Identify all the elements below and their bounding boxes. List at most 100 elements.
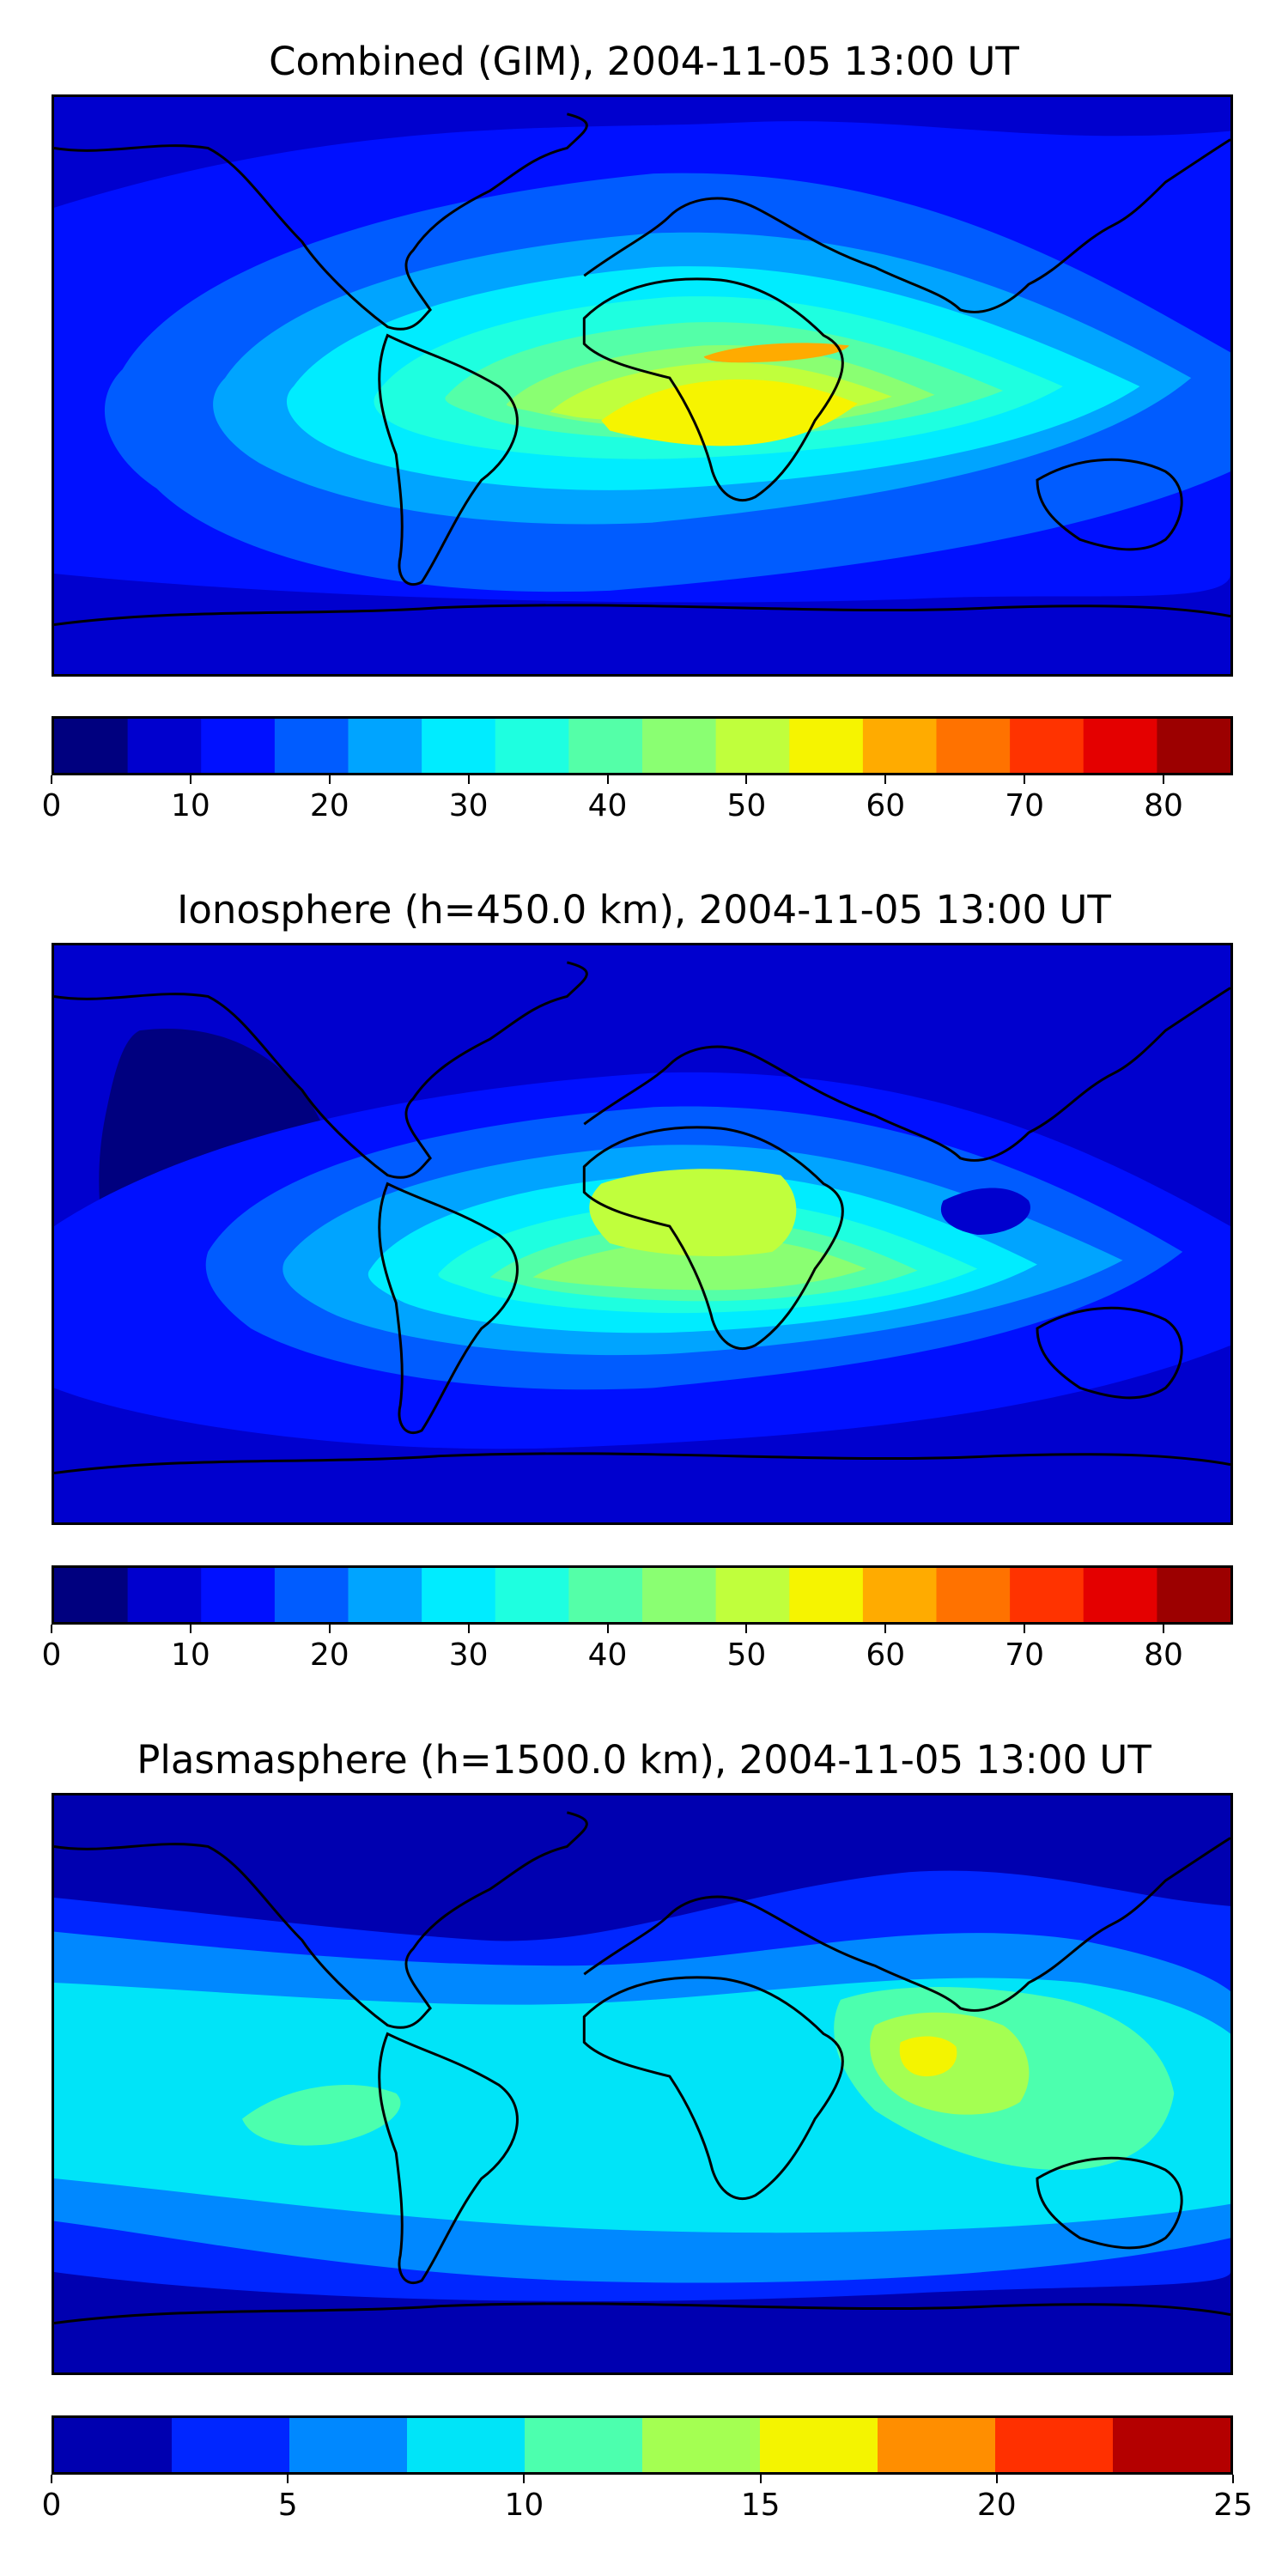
coastline-africa bbox=[582, 1976, 844, 2200]
colorbar-tick-label: 70 bbox=[1005, 788, 1045, 823]
colorbar-tick-mark bbox=[745, 775, 748, 784]
coastline-africa bbox=[582, 277, 844, 501]
colorbar-tick-label: 20 bbox=[309, 1637, 349, 1673]
colorbar-tick-mark bbox=[523, 2475, 526, 2483]
map-combined bbox=[52, 94, 1233, 677]
colorbar-combined bbox=[52, 716, 1233, 775]
coastline-eurasia bbox=[583, 138, 1230, 313]
coastline-north-america bbox=[54, 1811, 588, 2029]
contour-polar-south bbox=[54, 574, 1230, 674]
colorbar-tick-label: 10 bbox=[170, 788, 210, 823]
colorbar-tick-mark bbox=[759, 2475, 762, 2483]
contour-dark-north bbox=[54, 1795, 1230, 1941]
coastline-antarctica bbox=[54, 2302, 1230, 2324]
contour-dark-south bbox=[54, 2272, 1230, 2372]
colorbar-tick-label: 70 bbox=[1005, 1637, 1045, 1673]
colorbar-segment bbox=[936, 719, 1011, 773]
colorbar-tick-mark bbox=[1163, 775, 1165, 784]
colorbar-segment bbox=[642, 1568, 717, 1622]
colorbar-segment bbox=[568, 1568, 643, 1622]
colorbar-segment bbox=[995, 2418, 1114, 2472]
colorbar-ionosphere bbox=[52, 1565, 1233, 1625]
colorbar-segment bbox=[201, 719, 276, 773]
colorbar-tick-mark bbox=[328, 1625, 331, 1633]
colorbar-tick-mark bbox=[287, 2475, 289, 2483]
colorbar-tick-mark bbox=[606, 775, 609, 784]
colorbar-segment bbox=[715, 719, 790, 773]
colorbar-tick-mark bbox=[328, 775, 331, 784]
colorbar-segment bbox=[274, 719, 349, 773]
colorbar-segment bbox=[878, 2418, 996, 2472]
colorbar-tick-mark bbox=[189, 775, 191, 784]
colorbar-segment bbox=[348, 719, 422, 773]
colorbar-segment bbox=[642, 2418, 761, 2472]
colorbar-tick-label: 15 bbox=[740, 2488, 781, 2523]
colorbar-segment bbox=[1157, 1568, 1230, 1622]
colorbar-tick-label: 80 bbox=[1144, 788, 1183, 823]
colorbar-tick-mark bbox=[884, 775, 887, 784]
map-plasmasphere bbox=[52, 1793, 1233, 2375]
coastline-south-america bbox=[378, 1182, 519, 1434]
coastline-eurasia bbox=[583, 1837, 1230, 2012]
colorbar-segment bbox=[422, 719, 496, 773]
colorbar-segment bbox=[1083, 719, 1157, 773]
colorbar-segment bbox=[715, 1568, 790, 1622]
colorbar-tick-label: 0 bbox=[41, 2488, 62, 2523]
colorbar-segment bbox=[127, 1568, 202, 1622]
colorbar-tick-mark bbox=[467, 775, 470, 784]
colorbar-segment bbox=[1010, 719, 1084, 773]
coastline-eurasia bbox=[583, 987, 1230, 1162]
colorbar-segment bbox=[1083, 1568, 1157, 1622]
colorbar-ticks: 0 10 20 30 40 50 60 70 80 bbox=[42, 775, 1233, 827]
coastline-australia bbox=[1036, 2156, 1183, 2250]
colorbar-segment bbox=[172, 2418, 290, 2472]
coastline-africa bbox=[582, 1126, 844, 1350]
colorbar-tick-mark bbox=[1232, 2475, 1234, 2483]
coastline-north-america bbox=[54, 961, 588, 1179]
colorbar-tick-label: 30 bbox=[448, 788, 489, 823]
colorbar-tick-mark bbox=[995, 2475, 998, 2483]
colorbar-segment bbox=[1113, 2418, 1230, 2472]
colorbar-segment bbox=[862, 1568, 937, 1622]
colorbar-tick-label: 80 bbox=[1144, 1637, 1183, 1673]
colorbar-tick-label: 40 bbox=[587, 1637, 628, 1673]
colorbar-tick-label: 50 bbox=[726, 1637, 767, 1673]
colorbar-tick-label: 40 bbox=[587, 788, 628, 823]
colorbar-segment bbox=[1010, 1568, 1084, 1622]
colorbar-segment bbox=[1157, 719, 1230, 773]
colorbar-ticks: 0 5 10 15 20 25 bbox=[42, 2475, 1253, 2526]
colorbar-tick-mark bbox=[51, 2475, 52, 2483]
colorbar-segment bbox=[789, 1568, 864, 1622]
colorbar-tick-mark bbox=[884, 1625, 887, 1633]
colorbar-segment bbox=[760, 2418, 878, 2472]
colorbar-tick-label: 20 bbox=[309, 788, 349, 823]
colorbar-segment bbox=[789, 719, 864, 773]
colorbar-tick-label: 60 bbox=[866, 1637, 906, 1673]
panel-title: Plasmasphere (h=1500.0 km), 2004-11-05 1… bbox=[137, 1737, 1151, 1783]
colorbar-segment bbox=[642, 719, 717, 773]
colorbar-tick-mark bbox=[606, 1625, 609, 1633]
colorbar-segment bbox=[422, 1568, 496, 1622]
colorbar-segment bbox=[936, 1568, 1011, 1622]
panel-title: Combined (GIM), 2004-11-05 13:00 UT bbox=[269, 39, 1019, 84]
contour-level-15 bbox=[899, 2036, 957, 2077]
colorbar-segment bbox=[525, 2418, 643, 2472]
contour-level-45 bbox=[589, 1169, 797, 1256]
colorbar-tick-mark bbox=[467, 1625, 470, 1633]
colorbar-tick-mark bbox=[189, 1625, 191, 1633]
colorbar-tick-label: 0 bbox=[41, 788, 62, 823]
colorbar-segment bbox=[348, 1568, 422, 1622]
coastline-australia bbox=[1036, 1306, 1183, 1400]
colorbar-tick-label: 30 bbox=[448, 1637, 489, 1673]
colorbar-segment bbox=[201, 1568, 276, 1622]
contour-level-50 bbox=[601, 379, 858, 447]
colorbar-segment bbox=[568, 719, 643, 773]
contour-polar-north bbox=[54, 97, 1230, 208]
colorbar-tick-label: 20 bbox=[976, 2488, 1017, 2523]
contour-level-40 bbox=[532, 1238, 866, 1291]
colorbar-ticks: 0 10 20 30 40 50 60 70 80 bbox=[42, 1625, 1233, 1676]
coastline-north-america bbox=[54, 112, 588, 331]
colorbar-segment bbox=[407, 2418, 526, 2472]
colorbar-tick-label: 0 bbox=[41, 1637, 62, 1673]
colorbar-tick-mark bbox=[1024, 775, 1026, 784]
